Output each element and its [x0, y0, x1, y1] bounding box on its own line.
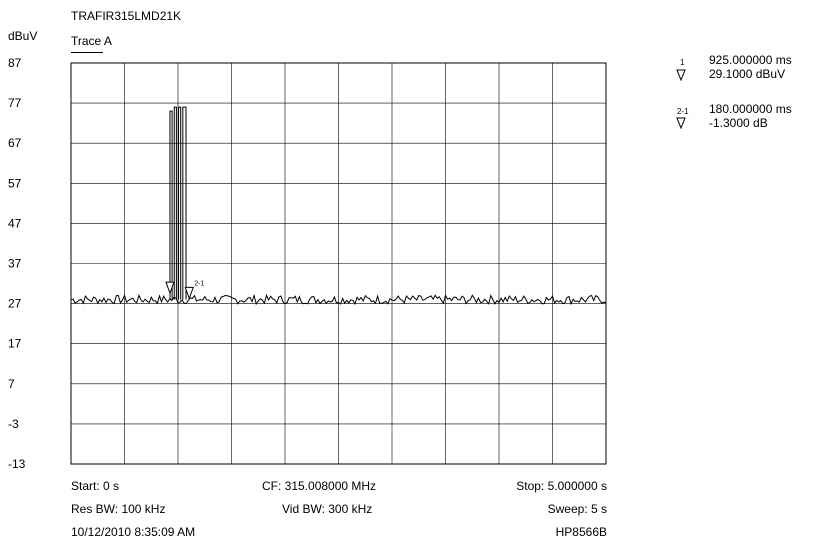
y-tick-label: 77 [8, 96, 22, 110]
marker-triangle [184, 286, 194, 300]
y-tick-label: 27 [8, 297, 22, 311]
trace-label-underline [71, 52, 103, 53]
marker-2-1-time: 180.000000 ms [709, 102, 792, 116]
delta-triangle-icon [676, 69, 686, 81]
y-unit-label: dBuV [8, 29, 38, 43]
video-bandwidth: Vid BW: 300 kHz [282, 502, 373, 516]
pulse [182, 106, 187, 300]
instrument-model: HP8566B [555, 525, 607, 539]
marker-label: 2-1 [194, 280, 204, 287]
marker-1-number: 1 [680, 58, 685, 67]
marker-2-1-value: -1.3000 dB [709, 116, 768, 130]
plot-frame [70, 62, 607, 465]
y-tick-label: -13 [8, 457, 26, 471]
y-tick-label: 47 [8, 216, 22, 230]
marker-triangle [165, 281, 175, 295]
pulse [178, 106, 182, 300]
trace-a-line [70, 293, 607, 306]
delta-triangle-icon [676, 117, 686, 129]
timestamp: 10/12/2010 8:35:09 AM [71, 525, 196, 539]
y-tick-label: 67 [8, 136, 22, 150]
chart-title: TRAFIR315LMD21K [71, 9, 182, 23]
center-frequency: CF: 315.008000 MHz [262, 479, 377, 493]
trace-label: Trace A [71, 34, 112, 48]
y-tick-label: 87 [8, 56, 22, 70]
marker-1-time: 925.000000 ms [709, 53, 792, 67]
marker-2-1-number: 2-1 [677, 107, 689, 116]
pulse [169, 110, 173, 300]
y-tick-label: -3 [8, 417, 19, 431]
sweep-time: Sweep: 5 s [547, 502, 607, 516]
y-tick-label: 7 [8, 377, 15, 391]
y-tick-label: 37 [8, 257, 22, 271]
marker-1-value: 29.1000 dBuV [709, 67, 786, 81]
y-tick-label: 57 [8, 176, 22, 190]
y-tick-label: 17 [8, 337, 22, 351]
resolution-bandwidth: Res BW: 100 kHz [71, 502, 166, 516]
stop-time: Stop: 5.000000 s [516, 479, 607, 493]
start-time: Start: 0 s [71, 479, 120, 493]
pulse [173, 106, 177, 300]
